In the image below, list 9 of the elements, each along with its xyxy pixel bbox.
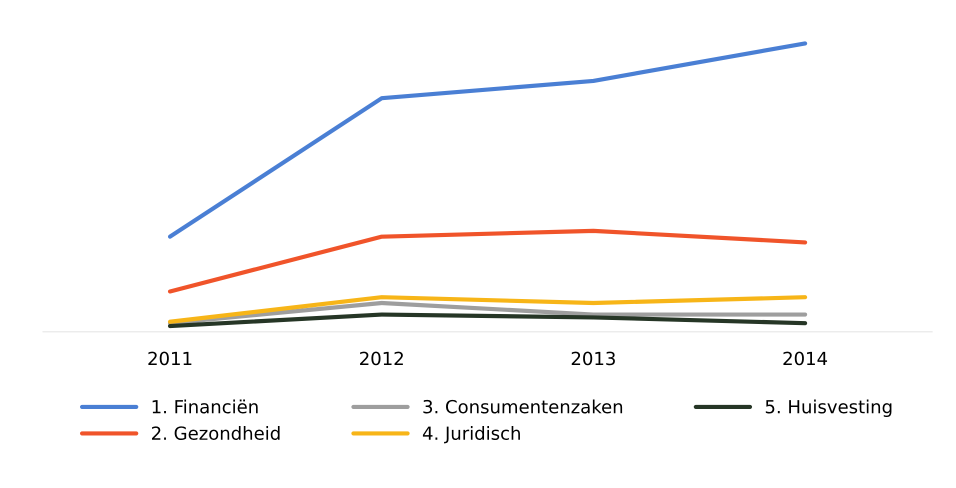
- legend-label: 3. Consumentenzaken: [423, 400, 622, 414]
- legend-label: 2. Gezondheid: [152, 426, 280, 440]
- x-tick-label: 2012: [360, 352, 403, 366]
- x-tick-label: 2014: [783, 352, 828, 366]
- x-tick-label: 2013: [572, 352, 615, 366]
- legend-label: 4. Juridisch: [422, 426, 520, 444]
- legend-label: 5. Huisvesting: [766, 400, 892, 417]
- x-tick-label: 2011: [148, 352, 192, 366]
- legend-label: 1. Financiën: [152, 400, 258, 414]
